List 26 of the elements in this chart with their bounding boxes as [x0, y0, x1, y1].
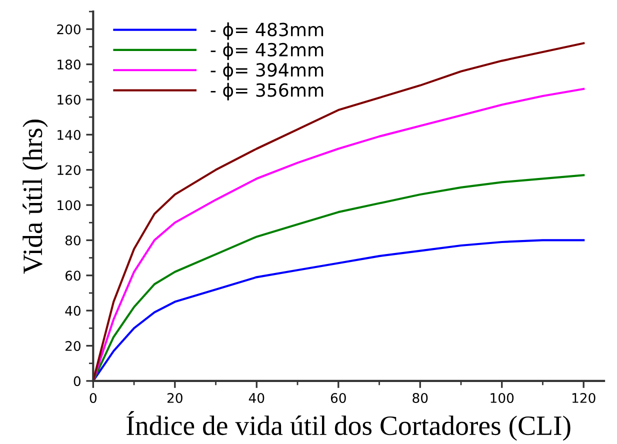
x-tick-label: 40: [248, 392, 264, 403]
y-tick-label: 100: [58, 200, 80, 210]
y-tick-label: 40: [65, 306, 80, 316]
x-tick-label: 80: [412, 392, 428, 403]
legend-label: - ϕ= 483mm: [210, 22, 324, 40]
x-tick-label: 60: [330, 392, 346, 403]
legend-label: - ϕ= 356mm: [210, 82, 324, 100]
line-series: [93, 239, 585, 381]
y-tick-label: 20: [66, 340, 80, 351]
x-axis-title: Índice de vida útil dos Cortadores (CLI): [126, 411, 570, 441]
x-tick-label: 0: [90, 392, 96, 403]
y-tick-label: 200: [57, 24, 80, 34]
y-tick-label: 120: [58, 165, 80, 176]
y-tick-label: 80: [65, 235, 80, 246]
x-tick-label: 100: [490, 392, 514, 403]
legend-label: - ϕ= 394mm: [210, 62, 324, 80]
x-tick-label: 120: [572, 392, 596, 403]
y-tick-label: 160: [58, 94, 80, 105]
line-series: [93, 174, 585, 381]
legend-label: - ϕ= 432mm: [210, 42, 324, 60]
y-tick-label: 140: [58, 130, 80, 140]
y-axis-title: Vida útil (hrs): [22, 120, 48, 274]
y-tick-label: 60: [65, 270, 80, 281]
y-tick-label: 0: [74, 376, 80, 386]
y-tick-label: 180: [58, 60, 80, 70]
x-tick-label: 20: [167, 392, 182, 403]
